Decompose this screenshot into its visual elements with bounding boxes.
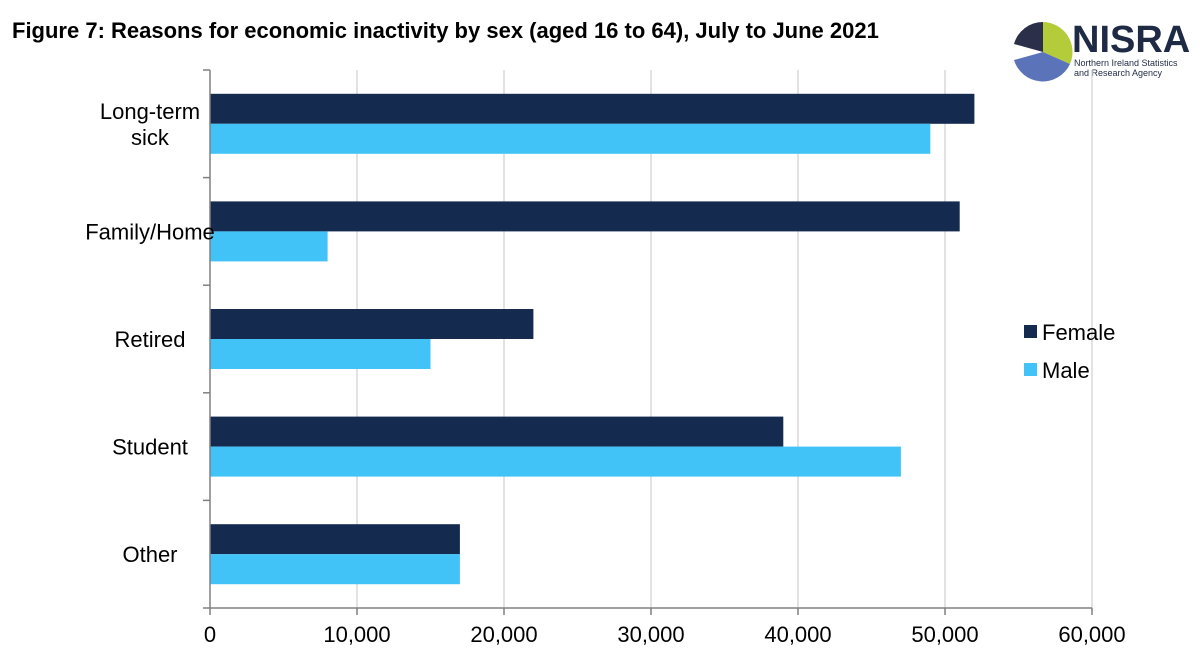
bar-female xyxy=(210,309,534,339)
logo-subtitle-line2: and Research Agency xyxy=(1074,68,1163,78)
category-label-line: Long-term xyxy=(100,99,200,124)
category-label: Family/Home xyxy=(85,219,215,244)
x-tick-label: 40,000 xyxy=(764,622,831,647)
bars xyxy=(210,93,975,585)
category-label-line: Student xyxy=(112,435,188,460)
category-label-line: sick xyxy=(131,125,170,150)
chart-title: Figure 7: Reasons for economic inactivit… xyxy=(12,18,879,43)
category-label: Long-term sick xyxy=(100,99,200,150)
legend: Female Male xyxy=(1024,320,1115,383)
logo-subtitle-line1: Northern Ireland Statistics xyxy=(1074,58,1178,68)
category-label: Retired xyxy=(115,327,186,352)
nisra-emblem-icon xyxy=(1014,21,1073,82)
category-label: Other xyxy=(122,542,177,567)
category-label-line: Other xyxy=(122,542,177,567)
axes xyxy=(203,69,1093,615)
x-tick-label: 10,000 xyxy=(323,622,390,647)
category-labels: Long-term sick Family/Home Retired Student Ot… xyxy=(85,99,215,567)
bar-male xyxy=(210,339,431,369)
category-label-line: Retired xyxy=(115,327,186,352)
nisra-logo: NISRA Northern Ireland Statistics and Re… xyxy=(1014,19,1190,82)
logo-wordmark: NISRA xyxy=(1072,19,1190,61)
bar-male xyxy=(210,123,931,154)
legend-label-male: Male xyxy=(1042,358,1090,383)
x-tick-label: 50,000 xyxy=(911,622,978,647)
bar-female xyxy=(210,524,460,555)
category-label: Student xyxy=(112,435,188,460)
x-tick-label: 20,000 xyxy=(470,622,537,647)
legend-label-female: Female xyxy=(1042,320,1115,345)
x-axis-tick-labels: 0 10,000 20,000 30,000 40,000 50,000 60,000 xyxy=(204,622,1126,647)
x-tick-label: 30,000 xyxy=(617,622,684,647)
x-tick-label: 0 xyxy=(204,622,216,647)
bar-male xyxy=(210,446,901,477)
legend-swatch-male xyxy=(1024,363,1037,376)
bar-female xyxy=(210,416,784,447)
legend-swatch-female xyxy=(1024,325,1037,338)
x-tick-label: 60,000 xyxy=(1058,622,1125,647)
bar-male xyxy=(210,554,460,585)
bar-female xyxy=(210,93,975,124)
category-label-line: Family/Home xyxy=(85,219,215,244)
bar-female xyxy=(210,201,960,232)
bar-male xyxy=(210,231,328,262)
